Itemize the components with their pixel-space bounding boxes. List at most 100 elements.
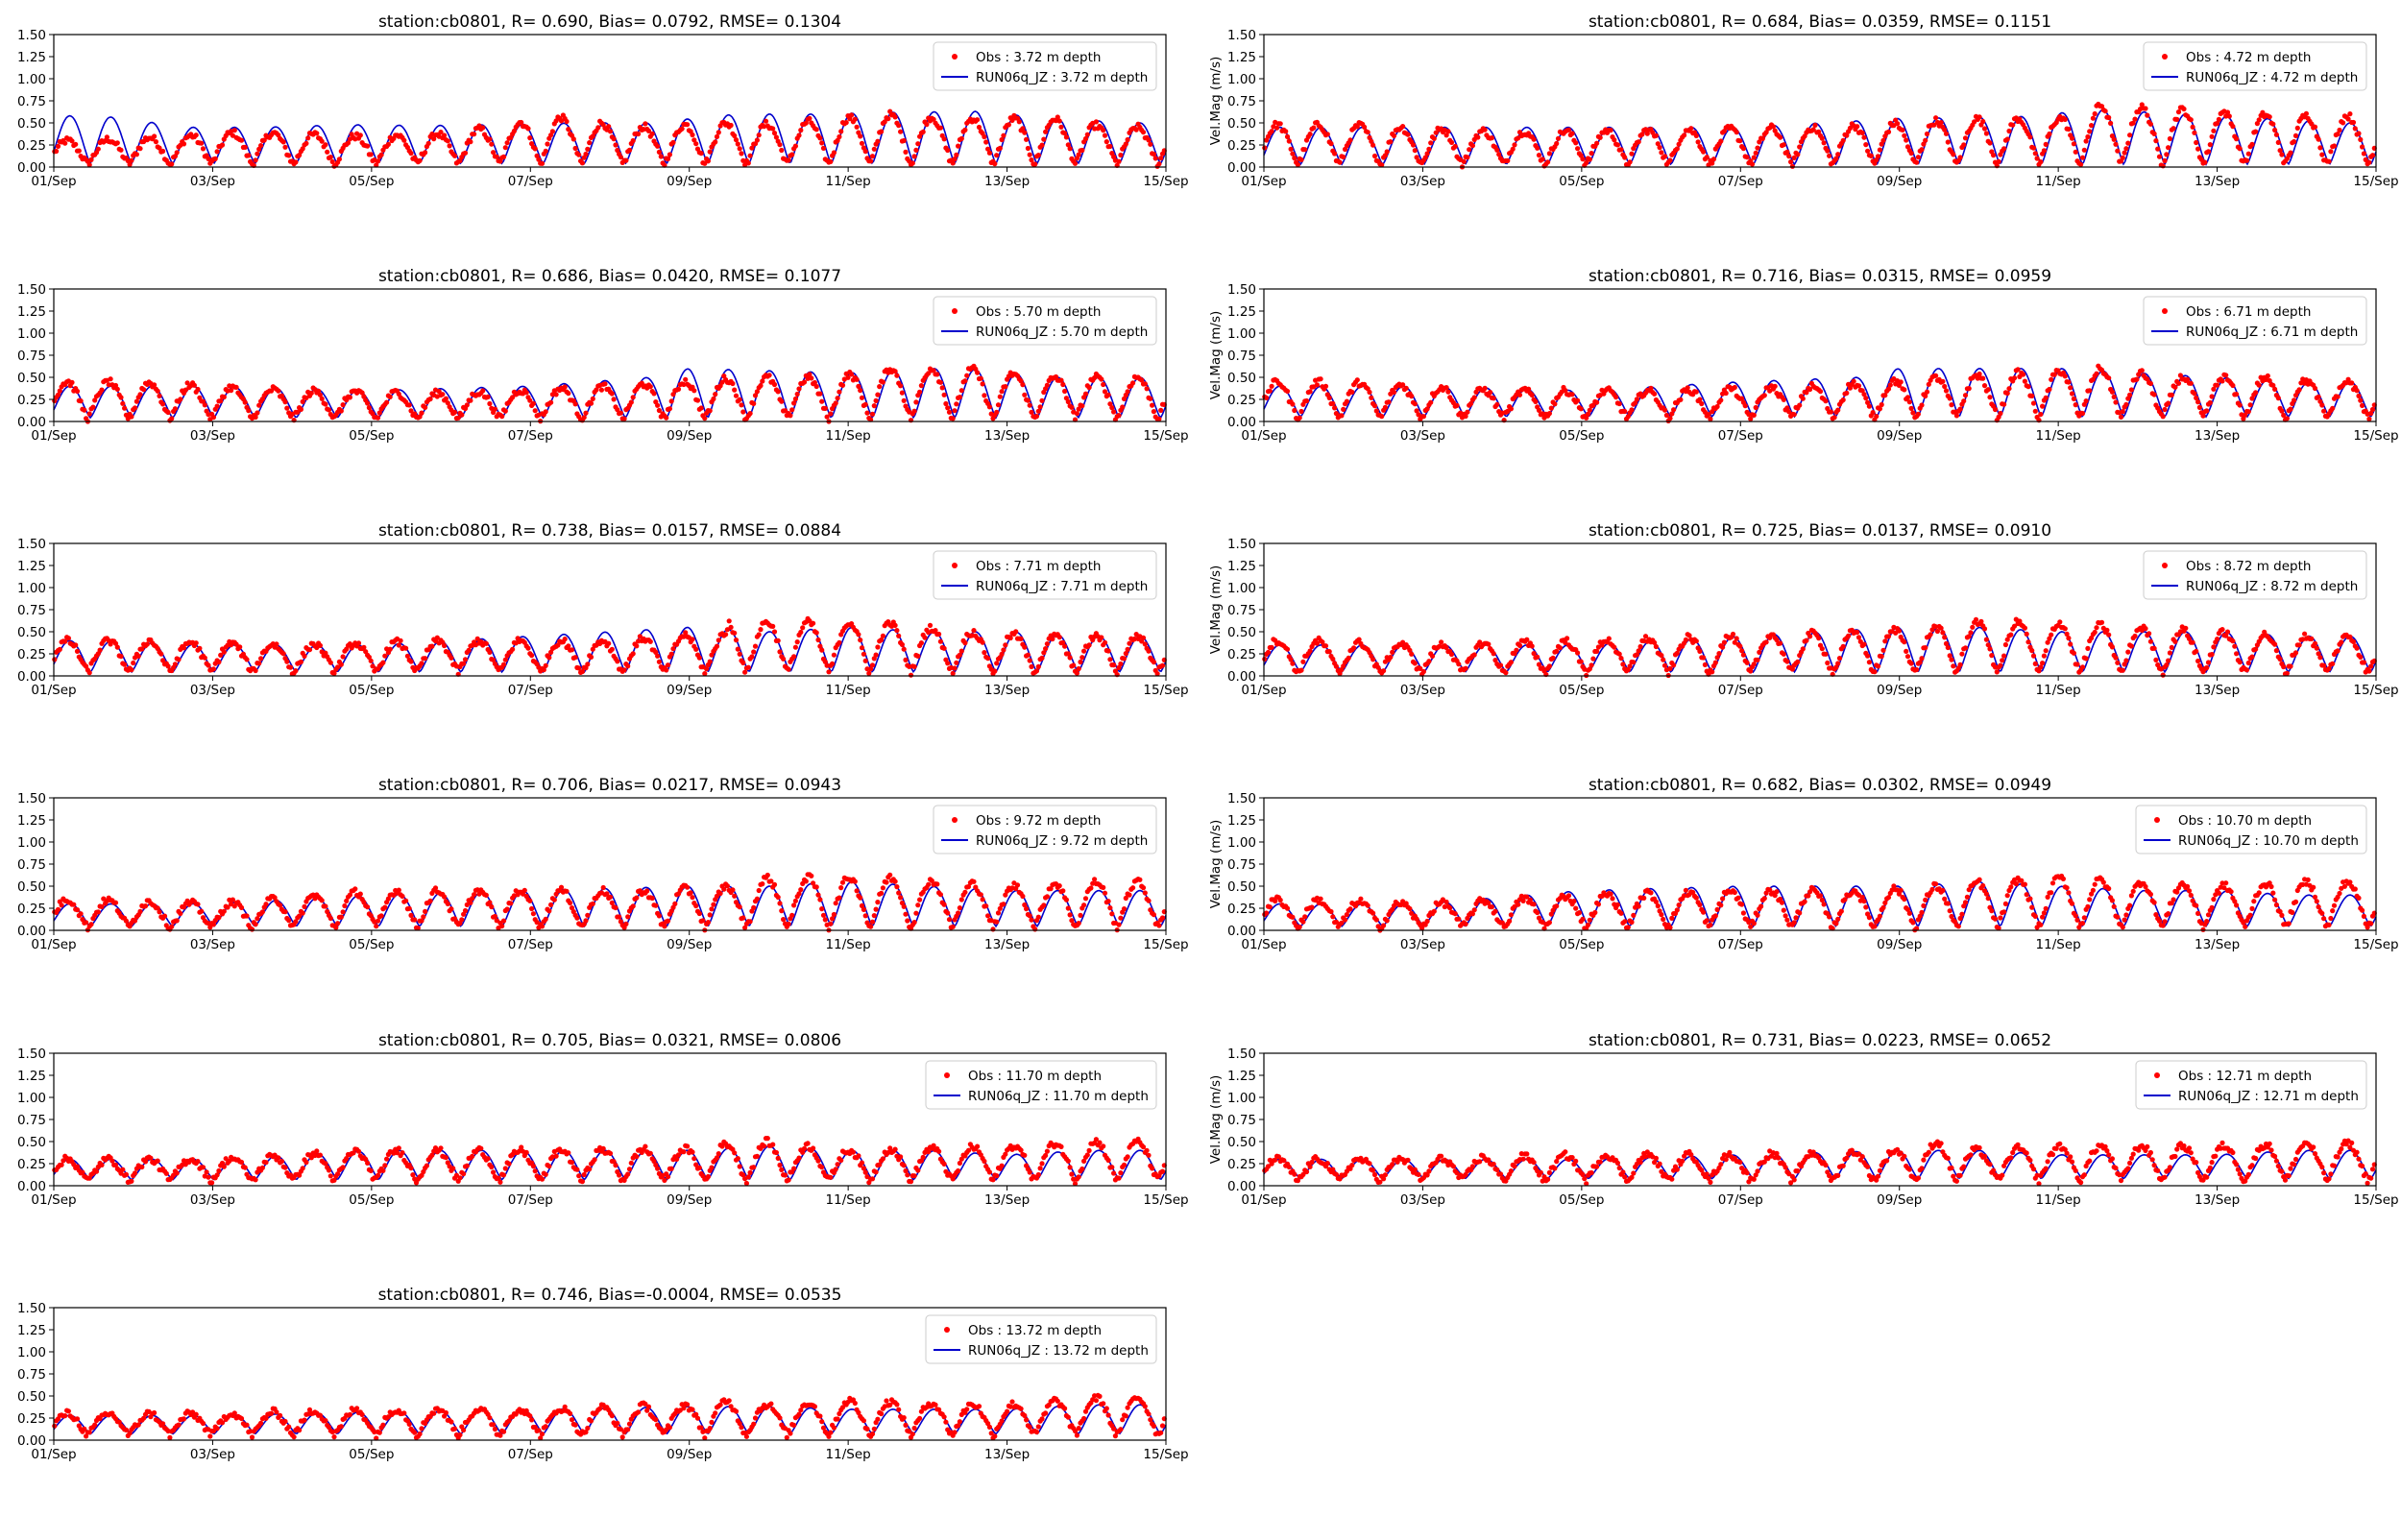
x-tick-label: 11/Sep (826, 683, 871, 698)
obs-point (1919, 147, 1924, 152)
obs-point (863, 659, 868, 663)
obs-point (2360, 403, 2365, 408)
obs-point (1036, 153, 1041, 157)
obs-point (2152, 132, 2157, 136)
obs-point (860, 141, 864, 146)
obs-point (1319, 376, 1323, 381)
obs-point (1369, 396, 1373, 400)
obs-point (1079, 403, 1084, 408)
obs-point (1982, 126, 1987, 131)
obs-point (201, 146, 206, 151)
obs-point (985, 913, 990, 918)
obs-point (1659, 150, 1663, 155)
obs-point (1662, 408, 1667, 413)
obs-point (1472, 907, 1477, 912)
x-tick-label: 13/Sep (2195, 683, 2240, 698)
obs-point (2270, 122, 2275, 127)
obs-point (2360, 144, 2365, 149)
obs-point (1328, 909, 1333, 914)
legend-obs-marker (2162, 54, 2168, 60)
obs-point (2068, 385, 2073, 390)
obs-point (748, 154, 753, 158)
obs-point (870, 154, 875, 158)
obs-point (1024, 906, 1029, 911)
obs-point (938, 126, 943, 131)
obs-point (1439, 639, 1443, 644)
obs-point (994, 661, 999, 665)
obs-point (2210, 652, 2215, 657)
obs-point (1283, 129, 1288, 133)
obs-point (2080, 664, 2085, 669)
obs-point (1328, 141, 1333, 146)
obs-point (423, 656, 427, 661)
obs-point (1825, 661, 1830, 665)
obs-point (2272, 387, 2277, 392)
obs-point (1148, 397, 1152, 401)
obs-point (1454, 403, 1459, 408)
obs-point (211, 415, 216, 420)
obs-point (1984, 638, 1989, 642)
obs-point (1954, 413, 1959, 418)
obs-point (1425, 151, 1430, 156)
x-tick-label: 15/Sep (1143, 937, 1188, 952)
obs-point (99, 388, 104, 393)
obs-point (2313, 641, 2317, 646)
obs-point (2316, 137, 2321, 142)
obs-point (1788, 159, 1793, 164)
y-tick-label: 0.75 (17, 603, 46, 618)
obs-point (141, 387, 146, 392)
obs-point (875, 900, 880, 904)
obs-point (791, 654, 796, 659)
obs-point (1152, 409, 1156, 414)
obs-point (1558, 645, 1563, 650)
obs-point (1589, 151, 1594, 156)
x-tick-label: 13/Sep (984, 937, 1030, 952)
obs-point (2293, 650, 2298, 655)
obs-point (1829, 409, 1833, 414)
obs-point (566, 127, 570, 132)
obs-point (246, 153, 251, 157)
obs-point (2176, 381, 2181, 386)
obs-point (1409, 652, 1414, 657)
x-tick-label: 11/Sep (2036, 683, 2081, 698)
obs-point (1118, 153, 1123, 157)
obs-point (1678, 397, 1683, 402)
y-tick-label: 0.75 (1227, 94, 1256, 109)
obs-point (484, 893, 489, 898)
x-tick-label: 01/Sep (31, 683, 76, 698)
obs-point (1034, 414, 1039, 419)
obs-point (787, 667, 791, 672)
obs-point (1298, 409, 1303, 414)
obs-point (69, 380, 74, 385)
x-tick-label: 11/Sep (826, 174, 871, 189)
obs-point (1797, 403, 1802, 408)
y-tick-label: 1.25 (1227, 559, 1256, 574)
obs-point (772, 882, 777, 887)
obs-point (1141, 130, 1146, 134)
obs-point (2326, 159, 2331, 164)
obs-point (958, 905, 962, 910)
obs-point (113, 901, 118, 905)
obs-point (1315, 382, 1320, 387)
x-tick-label: 13/Sep (984, 683, 1030, 698)
obs-point (919, 383, 924, 388)
x-tick-label: 07/Sep (1718, 428, 1763, 444)
obs-point (1880, 654, 1884, 659)
x-tick-label: 13/Sep (984, 428, 1030, 444)
obs-point (602, 381, 607, 386)
obs-point (858, 388, 862, 393)
obs-point (1720, 645, 1725, 650)
obs-point (2127, 132, 2132, 137)
x-tick-label: 01/Sep (1241, 683, 1286, 698)
obs-point (1782, 652, 1786, 657)
obs-point (254, 922, 258, 926)
obs-point (601, 885, 606, 890)
obs-point (442, 895, 447, 900)
obs-point (1551, 656, 1556, 661)
obs-point (1020, 382, 1025, 387)
obs-point (1755, 146, 1759, 151)
obs-point (341, 909, 346, 914)
obs-point (2313, 125, 2317, 130)
obs-point (1566, 893, 1571, 898)
obs-point (2044, 396, 2049, 400)
